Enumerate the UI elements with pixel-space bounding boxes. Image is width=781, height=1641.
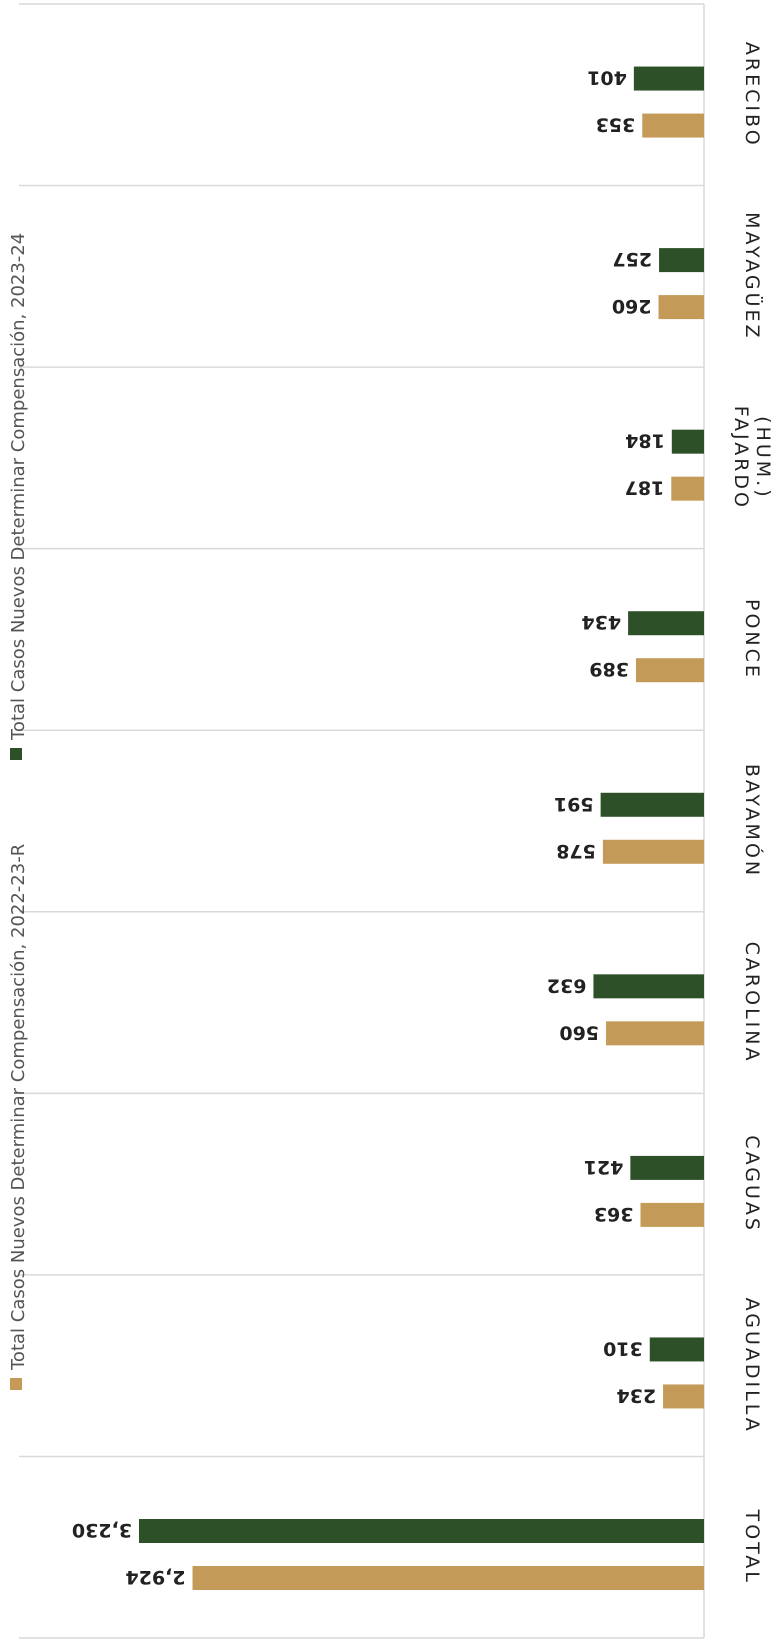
bar (139, 1519, 704, 1543)
bar-value-label: 401 (587, 67, 627, 89)
bar-value-label: 3,230 (72, 1519, 132, 1541)
bar-value-label: 578 (556, 840, 596, 862)
bar-value-label: 257 (612, 248, 652, 270)
bar-value-label: 363 (594, 1203, 634, 1225)
bar-value-label: 187 (625, 477, 665, 499)
bar-value-label: 434 (581, 611, 621, 633)
category-label-text: CAGUAS (741, 1135, 763, 1233)
bar-value-label: 632 (547, 974, 587, 996)
bar (602, 839, 704, 864)
bar (628, 611, 704, 636)
bar (671, 429, 704, 454)
legend-swatch (10, 748, 22, 760)
bar (600, 792, 704, 817)
legend-item: Total Casos Nuevos Determinar Compensaci… (8, 233, 29, 760)
bar (635, 658, 704, 683)
category-label-text: BAYAMÓN (741, 764, 765, 878)
bar-value-label: 353 (596, 114, 636, 136)
category-label-text: PONCE (741, 599, 763, 680)
category-labels: TOTAL AGUADILLA CAGUAS CAROLINA BAYAMÓN PONCE… (730, 42, 774, 1585)
bar (606, 1021, 704, 1046)
bar (642, 113, 704, 138)
bar-value-label: 310 (603, 1337, 643, 1359)
bar-value-label: 260 (612, 295, 652, 317)
category-label: ARECIBO (741, 42, 763, 148)
category-label-line1: FAJARDO (730, 406, 752, 510)
category-label: CAROLINA (741, 942, 763, 1064)
bar-value-label: 389 (589, 658, 629, 680)
bar (649, 1337, 704, 1362)
legend-swatch (10, 1378, 22, 1390)
legend-item: Total Casos Nuevos Determinar Compensaci… (8, 844, 29, 1390)
bar-value-label: 184 (625, 430, 665, 452)
bar-value-label: 421 (584, 1156, 624, 1178)
legend-label: Total Casos Nuevos Determinar Compensaci… (8, 844, 29, 1371)
gridlines (19, 3, 705, 1639)
category-label-text: ARECIBO (741, 42, 763, 148)
legend-label: Total Casos Nuevos Determinar Compensaci… (8, 233, 29, 741)
bar-value-label: 591 (554, 793, 594, 815)
category-label-text: CAROLINA (741, 942, 763, 1064)
bar (663, 1384, 704, 1409)
legend: Total Casos Nuevos Determinar Compensaci… (8, 233, 29, 1390)
value-labels: 2,924 3,230 234 310 363 421 560 632 578 591 389 434… (72, 67, 665, 1588)
bar (658, 295, 704, 320)
category-label: PONCE (741, 599, 763, 680)
bars (139, 66, 704, 1590)
category-label-text: AGUADILLA (741, 1298, 763, 1434)
chart-body: 2,924 3,230 234 310 363 421 560 632 578 591 389 434… (19, 3, 774, 1639)
bar-value-label: 560 (559, 1021, 599, 1043)
category-label-line2: (HUM.) (752, 416, 774, 499)
bar-value-label: 234 (616, 1384, 656, 1406)
category-label: TOTAL (741, 1509, 763, 1585)
category-label: AGUADILLA (741, 1298, 763, 1434)
bar (630, 1155, 704, 1180)
bar (671, 476, 704, 501)
bar (640, 1202, 704, 1227)
bar (633, 66, 704, 91)
bar (659, 248, 704, 273)
category-label: CAGUAS (741, 1135, 763, 1233)
bar-value-label: 2,924 (125, 1566, 185, 1588)
category-label: MAYAGÜEZ (741, 212, 764, 340)
category-label: BAYAMÓN (741, 764, 765, 878)
category-label: FAJARDO (HUM.) (730, 406, 774, 510)
bar (593, 974, 704, 999)
bar (192, 1566, 704, 1590)
category-label-text: MAYAGÜEZ (741, 212, 764, 340)
category-label-text: TOTAL (741, 1509, 763, 1585)
